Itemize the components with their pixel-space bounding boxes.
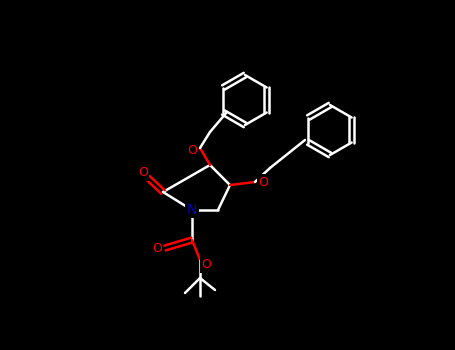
Text: O: O	[138, 167, 148, 180]
Text: O: O	[187, 145, 197, 158]
Text: O: O	[201, 259, 211, 272]
Text: O: O	[152, 241, 162, 254]
Text: N: N	[187, 203, 197, 217]
Text: O: O	[258, 175, 268, 189]
